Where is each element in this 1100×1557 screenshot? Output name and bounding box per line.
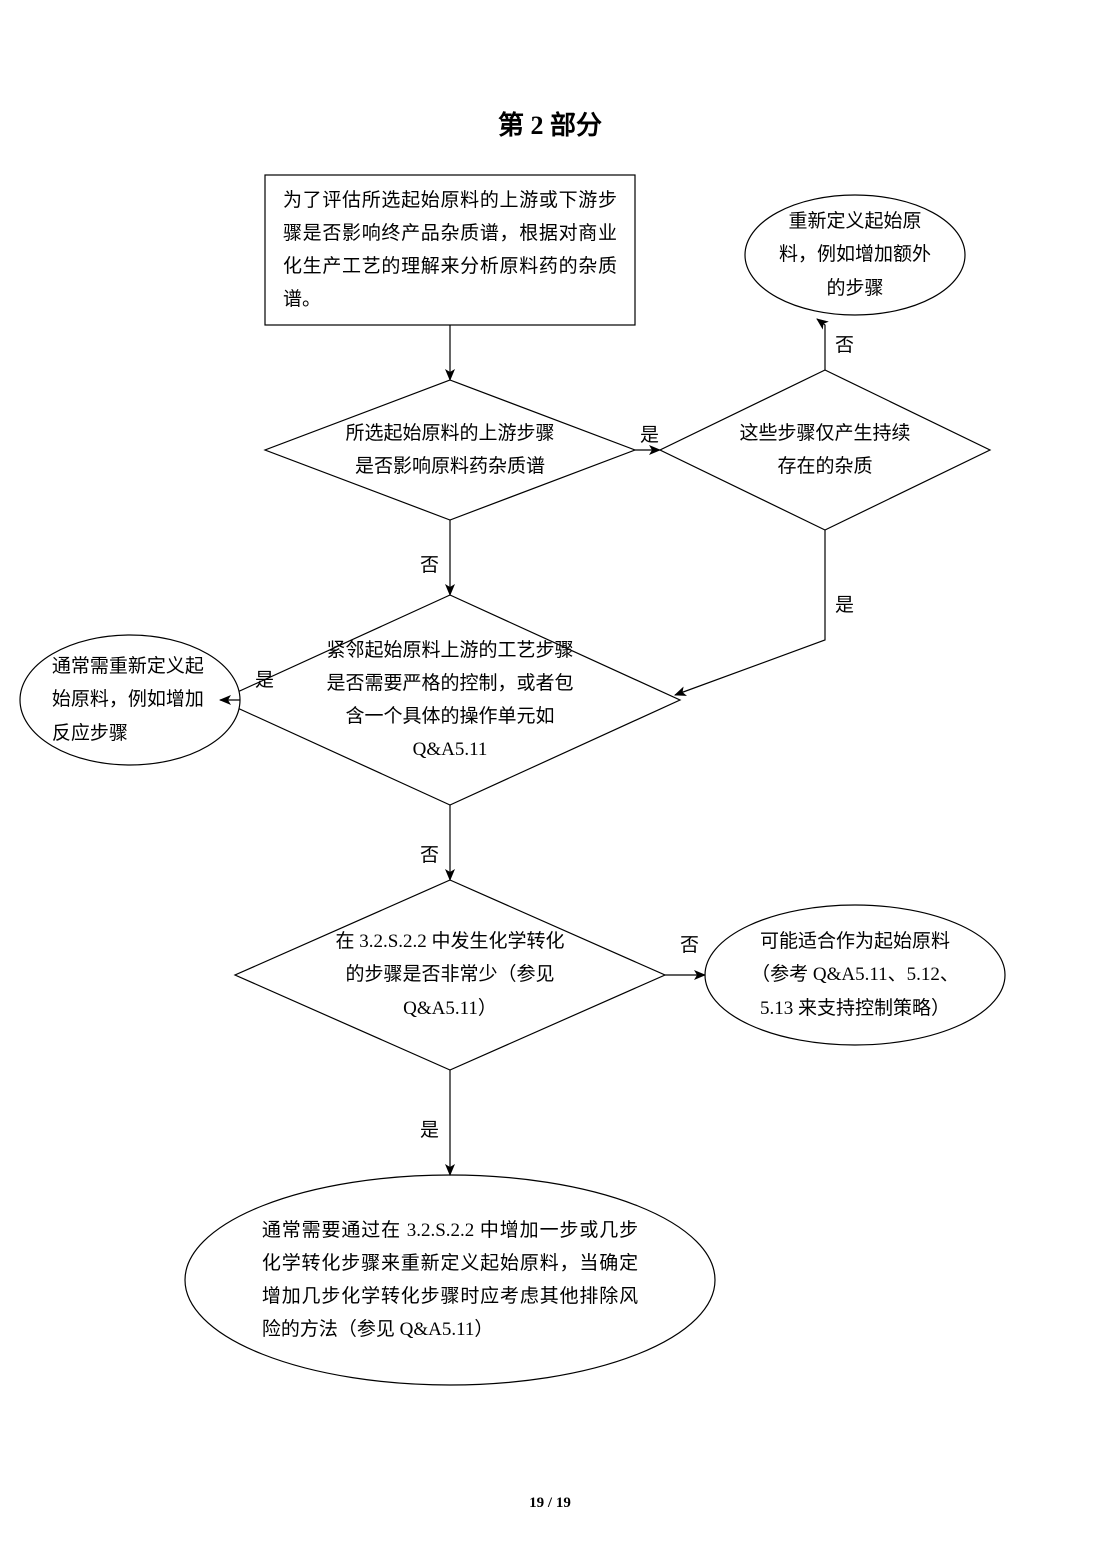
page-number: 19 / 19: [0, 1495, 1100, 1512]
flowchart-svg: 为了评估所选起始原料的上游或下游步骤是否影响终产品杂质谱，根据对商业化生产工艺的…: [0, 0, 1100, 1557]
edge: [675, 530, 825, 695]
edge-label: 是: [255, 665, 274, 692]
edge-label: 否: [680, 930, 699, 957]
edge-label: 否: [835, 330, 854, 357]
edge-label: 是: [640, 420, 659, 447]
edge-label: 是: [835, 590, 854, 617]
page: 第 2 部分 为了评估所选起始原料的上游或下游步骤是否影响终产品杂质谱，根据对商…: [0, 0, 1100, 1557]
edge: [817, 319, 825, 370]
edge-label: 否: [420, 550, 439, 577]
edge-label: 是: [420, 1115, 439, 1142]
edge-label: 否: [420, 840, 439, 867]
